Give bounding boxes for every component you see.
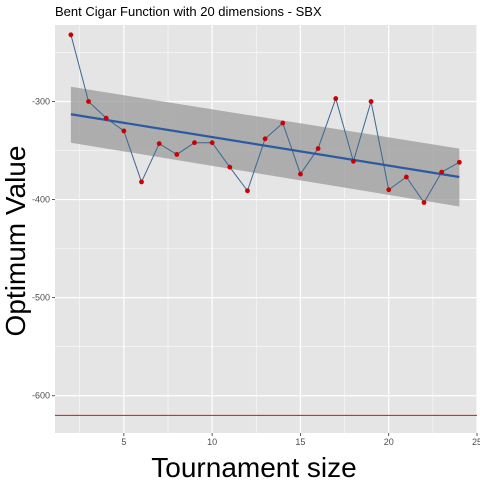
- data-line-segment: [141, 143, 160, 183]
- grid-major: [55, 25, 478, 433]
- x-tick-label: 25: [472, 437, 480, 447]
- data-points: [68, 32, 462, 205]
- data-point: [174, 152, 180, 157]
- x-axis-title: Tournament size: [151, 452, 356, 480]
- data-point: [333, 96, 339, 101]
- y-tick-label: -400: [32, 195, 50, 205]
- data-point: [403, 174, 409, 180]
- data-line-segment: [352, 101, 372, 162]
- data-point: [280, 120, 286, 126]
- data-line-segment: [70, 34, 90, 102]
- data-point: [315, 146, 321, 151]
- data-point: [245, 188, 250, 194]
- grid-minor: [55, 25, 477, 433]
- data-point: [456, 159, 462, 165]
- data-line-segment: [229, 166, 248, 192]
- data-point: [139, 179, 144, 185]
- x-tick-label: 20: [384, 437, 394, 447]
- data-point: [439, 169, 445, 175]
- data-point: [421, 200, 427, 205]
- data-line-segment: [211, 142, 231, 168]
- data-point: [156, 141, 162, 147]
- data-point: [68, 32, 74, 38]
- data-line-segment: [423, 171, 443, 203]
- data-line-segment: [388, 176, 407, 191]
- x-tick-label: 15: [295, 437, 305, 447]
- data-point: [121, 128, 127, 134]
- data-point: [386, 187, 392, 193]
- data-point: [262, 136, 268, 142]
- x-tick-label: 10: [207, 437, 217, 447]
- data-point: [227, 164, 233, 170]
- data-line-segment: [282, 122, 301, 175]
- data-point: [368, 99, 374, 104]
- data-point: [192, 140, 197, 146]
- data-line-segment: [335, 98, 354, 162]
- data-point: [103, 115, 109, 121]
- data-line-segment: [246, 138, 266, 191]
- y-axis-title: Optimum Value: [0, 146, 31, 337]
- regression-line: [70, 113, 460, 179]
- data-line-segment: [123, 130, 142, 183]
- y-axis: -300 -400 -500 -600: [32, 97, 55, 401]
- data-line-segment: [264, 122, 284, 140]
- x-tick-label: 5: [121, 437, 126, 447]
- plot-panel: [55, 25, 477, 433]
- y-tick-label: -600: [32, 391, 50, 401]
- chart-title: Bent Cigar Function with 20 dimensions -…: [55, 4, 322, 19]
- data-point: [86, 99, 91, 104]
- data-point: [209, 140, 215, 146]
- data-point: [298, 171, 303, 177]
- data-line-segment: [441, 161, 460, 173]
- data-line-segment: [88, 101, 107, 119]
- data-line: [70, 34, 460, 203]
- data-line-segment: [317, 98, 337, 149]
- data-line-segment: [158, 143, 178, 155]
- data-point: [351, 158, 356, 164]
- y-tick-label: -300: [32, 97, 50, 107]
- x-axis: 5 10 15 20 25: [121, 433, 480, 447]
- data-line-segment: [370, 101, 390, 190]
- y-tick-label: -500: [32, 293, 50, 303]
- data-line-segment: [176, 142, 195, 155]
- data-line-segment: [405, 176, 425, 203]
